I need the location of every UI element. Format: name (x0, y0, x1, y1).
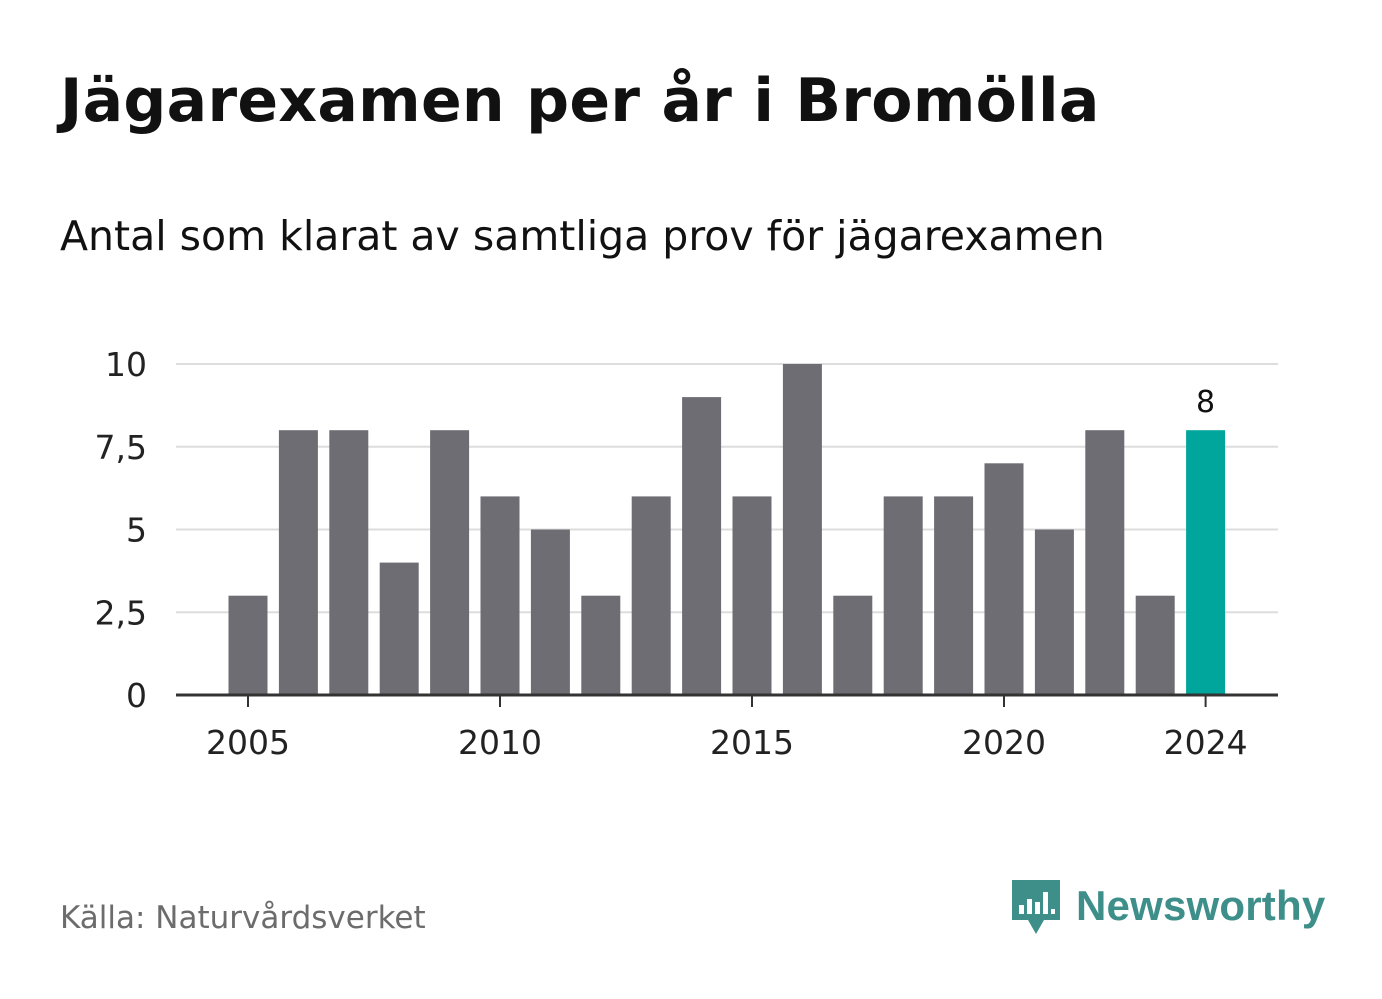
x-axis (176, 693, 1278, 707)
chart-subtitle: Antal som klarat av samtliga prov för jä… (60, 212, 1105, 260)
y-tick-label: 2,5 (95, 593, 147, 632)
bar (984, 463, 1024, 695)
y-tick-label: 0 (126, 676, 147, 715)
bar (379, 562, 419, 695)
x-tick-label: 2024 (1164, 723, 1248, 762)
y-tick-label: 7,5 (95, 428, 147, 467)
bar (1085, 430, 1125, 695)
newsworthy-logo-icon (1012, 880, 1060, 934)
x-tick-label: 2010 (458, 723, 542, 762)
bar (1135, 595, 1175, 695)
bar (833, 595, 873, 695)
bar (883, 496, 923, 695)
bar (278, 430, 318, 695)
bar (480, 496, 520, 695)
data-label: 8 (1196, 385, 1215, 420)
bar (430, 430, 470, 695)
x-tick-label: 2005 (206, 723, 290, 762)
bar (1186, 430, 1226, 695)
brand-name: Newsworthy (1076, 882, 1326, 929)
x-tick-label: 2020 (962, 723, 1046, 762)
bar (732, 496, 772, 695)
bar (631, 496, 671, 695)
bar (228, 595, 268, 695)
bar (934, 496, 974, 695)
bar (329, 430, 369, 695)
bar (530, 529, 570, 695)
x-tick-label: 2015 (710, 723, 794, 762)
bar (682, 397, 722, 695)
y-tick-label: 5 (126, 511, 147, 550)
y-tick-label: 10 (105, 345, 147, 384)
bar (782, 364, 822, 695)
bar (581, 595, 621, 695)
source-note: Källa: Naturvårdsverket (60, 900, 426, 936)
chart-title: Jägarexamen per år i Bromölla (60, 66, 1100, 136)
bar (1034, 529, 1074, 695)
bars (228, 364, 1226, 695)
labels: 0 2,5 5 7,5 10 2005 2010 2015 2020 2024 8 (95, 345, 1248, 762)
brand-logo: Newsworthy (1010, 876, 1325, 936)
